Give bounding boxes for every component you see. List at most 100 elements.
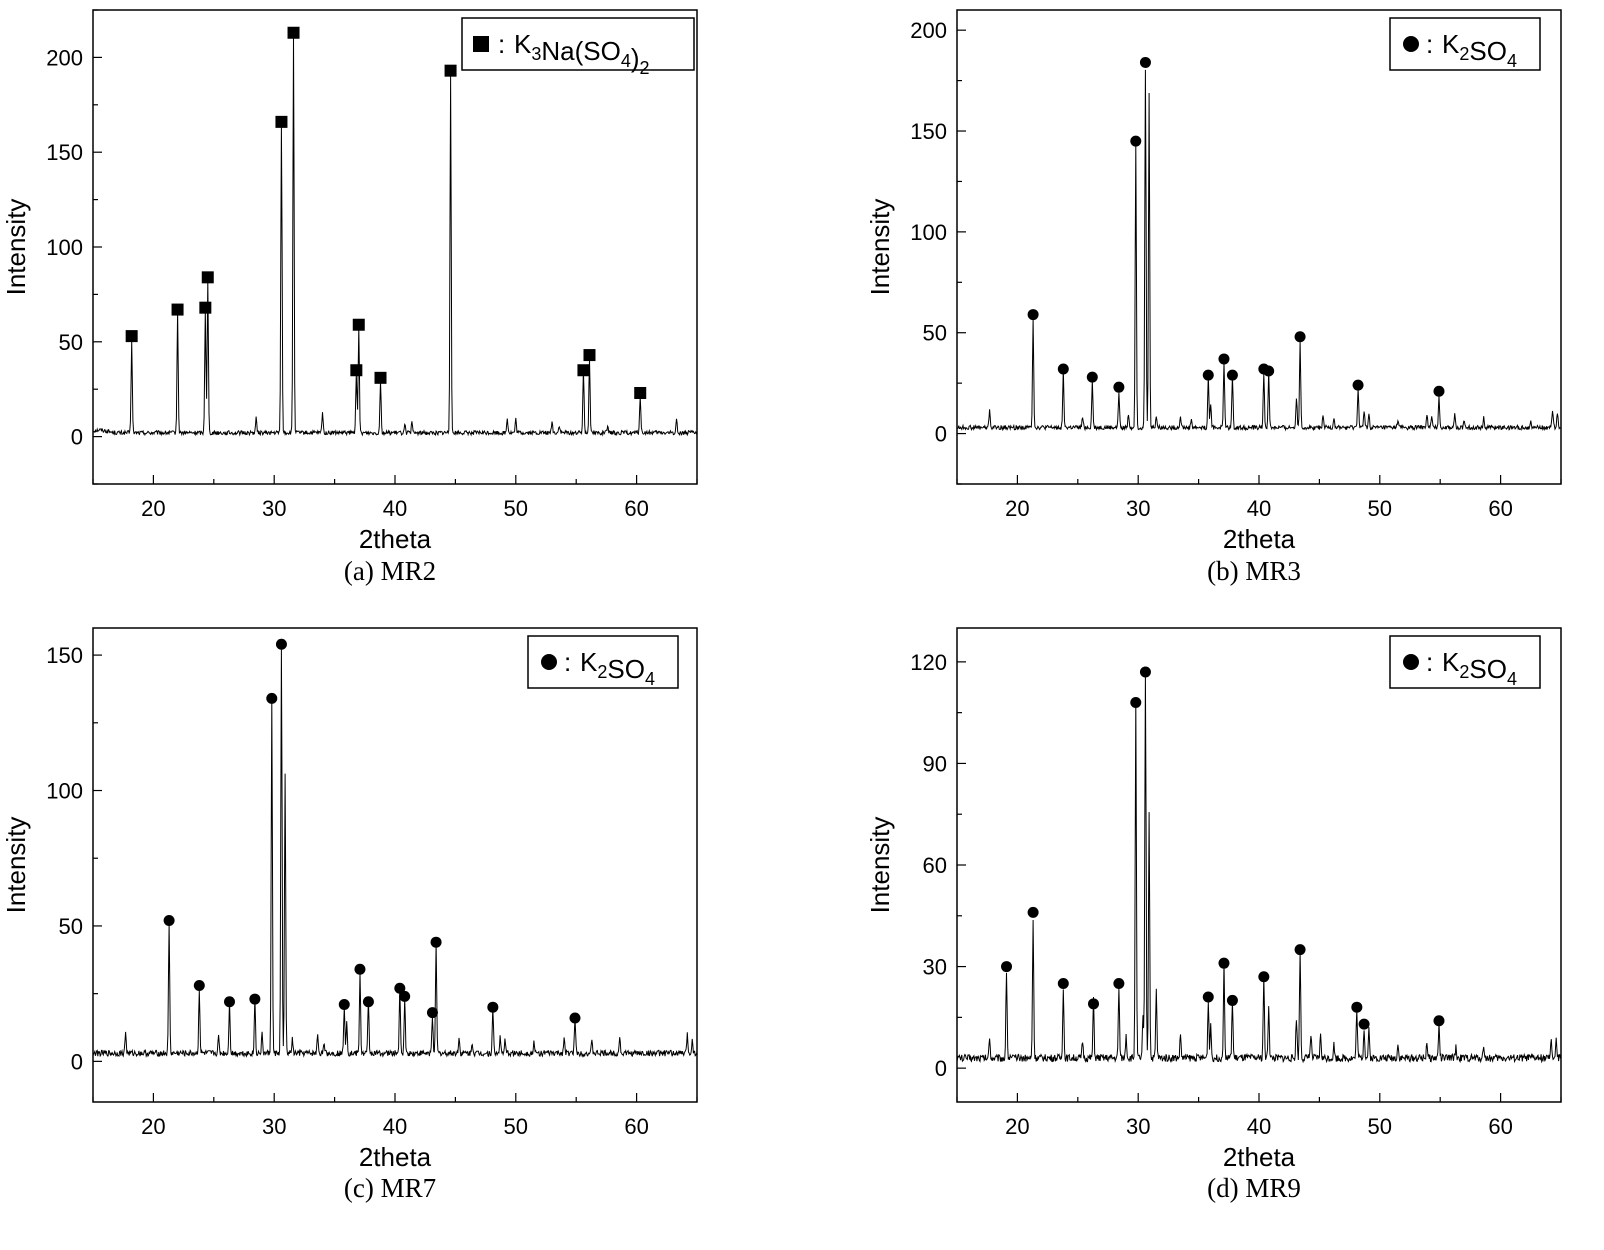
x-axis-title: 2theta bbox=[359, 1142, 432, 1172]
x-ticks: 20 30 40 50 60 bbox=[956, 1093, 1562, 1139]
peak-marker bbox=[266, 692, 278, 704]
plot-frame bbox=[92, 9, 698, 485]
y-tick-label: 0 bbox=[935, 1056, 947, 1081]
legend-marker bbox=[473, 36, 489, 52]
x-tick-label: 20 bbox=[141, 496, 165, 521]
x-tick-label: 40 bbox=[1247, 496, 1271, 521]
y-tick-label: 100 bbox=[46, 235, 83, 260]
legend-colon: : bbox=[564, 647, 571, 677]
peak-marker bbox=[163, 915, 175, 927]
x-tick-label: 20 bbox=[1005, 496, 1029, 521]
y-axis-title: Intensity bbox=[1, 199, 31, 296]
x-tick-label: 60 bbox=[624, 496, 648, 521]
peak-marker bbox=[444, 64, 457, 77]
chart-panel-c: 20 30 40 50 60 0 50 100 150 2theta Intensity (c… bbox=[1, 627, 698, 1203]
peak-marker bbox=[1027, 906, 1039, 918]
x-tick-label: 30 bbox=[1126, 496, 1150, 521]
plot-frame bbox=[92, 627, 698, 1103]
x-tick-label: 50 bbox=[1368, 496, 1392, 521]
peak-marker bbox=[577, 364, 590, 377]
legend-marker bbox=[541, 654, 557, 670]
peak-marker bbox=[1202, 369, 1214, 381]
peak-marker bbox=[1202, 991, 1214, 1003]
peak-marker bbox=[1294, 944, 1306, 956]
y-tick-label: 150 bbox=[910, 119, 947, 144]
x-tick-label: 40 bbox=[383, 496, 407, 521]
y-tick-label: 50 bbox=[923, 321, 947, 346]
peak-marker bbox=[430, 936, 442, 948]
peak-marker bbox=[634, 386, 647, 399]
y-ticks: 0 50 100 150 bbox=[46, 643, 102, 1074]
y-tick-label: 100 bbox=[910, 220, 947, 245]
y-axis-title: Intensity bbox=[865, 817, 895, 914]
y-tick-label: 150 bbox=[46, 643, 83, 668]
x-tick-label: 60 bbox=[624, 1114, 648, 1139]
x-tick-label: 60 bbox=[1488, 1114, 1512, 1139]
y-tick-label: 60 bbox=[923, 853, 947, 878]
panel-caption: (a) MR2 bbox=[344, 556, 436, 586]
peak-marker bbox=[1001, 961, 1013, 973]
x-tick-label: 20 bbox=[141, 1114, 165, 1139]
peak-marker bbox=[1139, 56, 1151, 68]
y-tick-label: 120 bbox=[910, 650, 947, 675]
peak-marker bbox=[426, 1007, 438, 1019]
legend: : K2SO4 bbox=[1389, 17, 1541, 71]
peak-marker bbox=[1226, 369, 1238, 381]
peak-marker bbox=[1294, 331, 1306, 343]
legend: : K2SO4 bbox=[527, 635, 679, 689]
x-tick-label: 40 bbox=[1247, 1114, 1271, 1139]
legend: : K2SO4 bbox=[1389, 635, 1541, 689]
chart-panel-d: 20 30 40 50 60 0 30 60 90 120 2theta Intensity (… bbox=[865, 627, 1562, 1203]
y-tick-label: 200 bbox=[46, 45, 83, 70]
legend-label: K3Na(SO4)2 bbox=[514, 29, 650, 78]
y-tick-label: 30 bbox=[923, 955, 947, 980]
peak-marker bbox=[394, 982, 406, 994]
peak-marker bbox=[1130, 696, 1142, 708]
y-ticks: 0 30 60 90 120 bbox=[910, 650, 966, 1081]
panel-caption: (d) MR9 bbox=[1207, 1173, 1301, 1203]
y-tick-label: 0 bbox=[71, 1049, 83, 1074]
legend-colon: : bbox=[1426, 29, 1433, 59]
legend-label: K2SO4 bbox=[1442, 647, 1517, 689]
peak-marker bbox=[1139, 666, 1151, 678]
peak-marker bbox=[199, 301, 212, 314]
peak-marker bbox=[1088, 998, 1100, 1010]
peak-marker bbox=[583, 349, 596, 362]
peak-marker bbox=[249, 993, 261, 1005]
y-axis-title: Intensity bbox=[1, 817, 31, 914]
panel-caption: (c) MR7 bbox=[344, 1173, 436, 1203]
peak-marker bbox=[1226, 994, 1238, 1006]
peak-marker bbox=[354, 963, 366, 975]
peak-markers bbox=[125, 26, 647, 399]
peak-marker bbox=[201, 271, 214, 284]
peak-marker bbox=[1113, 381, 1125, 393]
peak-marker bbox=[1258, 971, 1270, 983]
peak-marker bbox=[1351, 1001, 1363, 1013]
legend: : K3Na(SO4)2 bbox=[461, 17, 695, 78]
x-tick-label: 20 bbox=[1005, 1114, 1029, 1139]
peak-marker bbox=[275, 638, 287, 650]
x-tick-label: 40 bbox=[383, 1114, 407, 1139]
x-ticks: 20 30 40 50 60 bbox=[92, 475, 698, 521]
peak-marker bbox=[487, 1001, 499, 1013]
x-ticks: 20 30 40 50 60 bbox=[956, 475, 1562, 521]
xrd-pattern-line bbox=[956, 69, 1562, 432]
peak-marker bbox=[1218, 353, 1230, 365]
peak-marker bbox=[275, 115, 288, 128]
y-tick-label: 90 bbox=[923, 751, 947, 776]
legend-box bbox=[461, 17, 695, 71]
x-tick-label: 30 bbox=[262, 1114, 286, 1139]
y-ticks: 0 50 100 150 200 bbox=[910, 18, 966, 485]
peak-marker bbox=[374, 371, 387, 384]
y-tick-label: 100 bbox=[46, 779, 83, 804]
x-axis-title: 2theta bbox=[359, 524, 432, 554]
y-tick-label: 150 bbox=[46, 140, 83, 165]
y-ticks: 0 50 100 150 200 bbox=[46, 9, 102, 485]
legend-label: K2SO4 bbox=[1442, 29, 1517, 71]
peak-markers bbox=[163, 638, 581, 1024]
chart-panel-b: 20 30 40 50 60 0 50 100 150 200 2theta Intensity… bbox=[865, 9, 1562, 586]
peak-markers bbox=[1001, 666, 1445, 1030]
legend-label: K2SO4 bbox=[580, 647, 655, 689]
peak-markers bbox=[1027, 56, 1445, 397]
